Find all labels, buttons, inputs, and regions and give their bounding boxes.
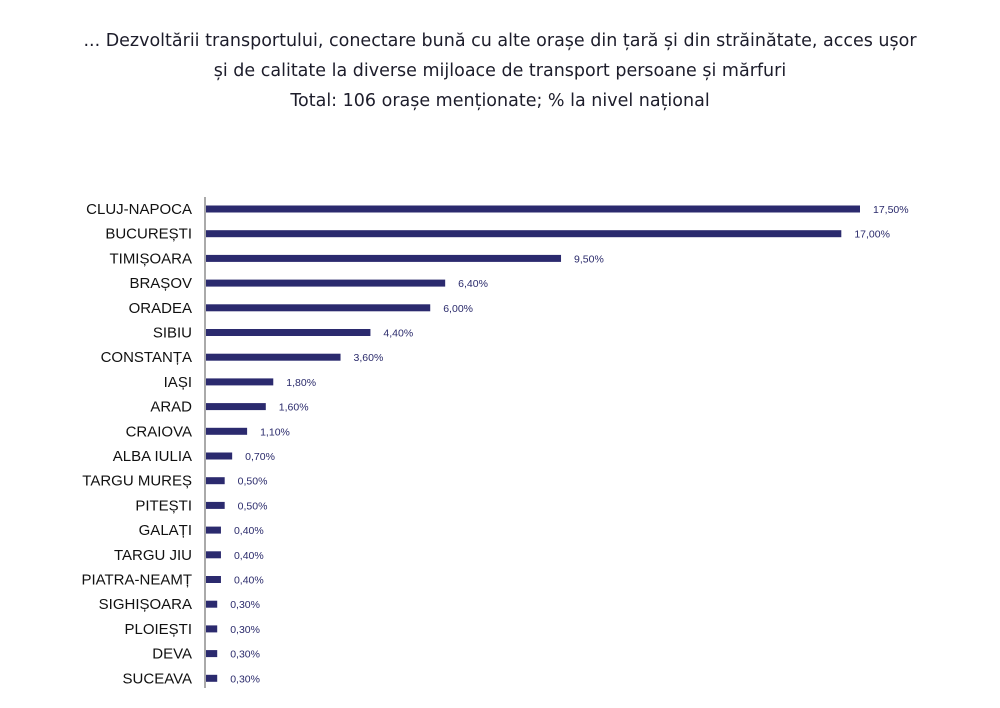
category-label: TIMIȘOARA	[109, 250, 192, 267]
value-label: 0,30%	[230, 599, 260, 611]
value-label: 1,60%	[279, 402, 309, 414]
bar	[206, 526, 221, 534]
bar	[206, 600, 218, 608]
category-label: TARGU JIU	[114, 547, 192, 564]
title-line-3: Total: 106 orașe menționate; % la nivel …	[290, 91, 710, 111]
category-label: DEVA	[152, 646, 192, 663]
bar	[206, 674, 218, 682]
bar	[206, 353, 341, 361]
title-line-1: ... Dezvoltării transportului, conectare…	[83, 31, 917, 51]
category-label: ALBA IULIA	[113, 448, 192, 465]
category-label: BUCUREȘTI	[105, 226, 192, 243]
category-label: CRAIOVA	[126, 423, 192, 440]
value-label: 4,40%	[383, 328, 413, 340]
category-label: TARGU MUREȘ	[82, 473, 192, 490]
value-label: 0,50%	[238, 500, 268, 512]
bar	[206, 452, 233, 460]
category-label: BRAȘOV	[129, 275, 192, 292]
bar	[206, 477, 225, 485]
bar	[206, 329, 371, 336]
category-label: GALAȚI	[139, 522, 192, 539]
category-label: PLOIEȘTI	[124, 621, 192, 638]
value-label: 1,80%	[286, 377, 316, 389]
value-label: 0,40%	[234, 550, 264, 562]
bar	[206, 403, 266, 411]
value-label: 6,40%	[458, 278, 488, 290]
category-label: PIATRA-NEAMȚ	[81, 572, 192, 589]
value-label: 17,50%	[873, 204, 909, 216]
bar	[206, 650, 218, 658]
bar	[206, 304, 431, 312]
category-label: ARAD	[150, 399, 192, 416]
value-label: 0,30%	[230, 624, 260, 636]
bar	[206, 254, 562, 262]
category-label: SUCEAVA	[123, 670, 192, 687]
value-label: 0,30%	[230, 649, 260, 661]
bar	[206, 279, 446, 287]
value-label: 1,10%	[260, 426, 290, 438]
category-label: CLUJ-NAPOCA	[86, 201, 192, 218]
chart-title: ... Dezvoltării transportului, conectare…	[0, 26, 1000, 116]
category-label: ORADEA	[129, 300, 192, 317]
value-label: 9,50%	[574, 253, 604, 265]
category-label: SIGHIȘOARA	[99, 596, 192, 613]
value-label: 6,00%	[443, 303, 473, 315]
bar	[206, 501, 225, 509]
category-label: PITEȘTI	[135, 497, 192, 514]
value-label: 0,40%	[234, 575, 264, 587]
category-label: IAȘI	[164, 374, 192, 391]
bar	[206, 427, 248, 435]
value-label: 3,60%	[354, 352, 384, 364]
category-label: SIBIU	[153, 325, 192, 342]
bar	[206, 576, 221, 583]
value-label: 17,00%	[854, 229, 890, 241]
bar	[206, 551, 221, 559]
bar	[206, 205, 860, 213]
value-label: 0,30%	[230, 673, 260, 685]
bar	[206, 625, 218, 633]
bar	[206, 378, 274, 386]
category-label: CONSTANȚA	[101, 349, 192, 366]
value-label: 0,50%	[238, 476, 268, 488]
value-label: 0,70%	[245, 451, 275, 463]
value-label: 0,40%	[234, 525, 264, 537]
title-line-2: și de calitate la diverse mijloace de tr…	[213, 61, 787, 81]
bar	[206, 230, 842, 238]
